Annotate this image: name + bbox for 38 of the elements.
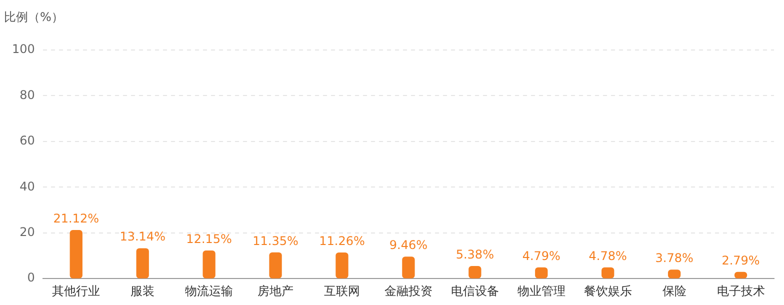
x-tick-label: 物业管理	[517, 284, 566, 298]
y-tick-label: 0	[27, 270, 35, 285]
y-axis-title: 比例（%）	[4, 10, 64, 24]
data-label: 2.79%	[722, 253, 760, 268]
y-tick-label: 40	[20, 179, 35, 194]
bar	[202, 250, 216, 278]
x-tick-label: 餐饮娱乐	[584, 284, 632, 298]
x-tick-label: 其他行业	[52, 284, 100, 298]
x-tick-label: 电信设备	[450, 284, 499, 298]
data-label: 11.35%	[252, 234, 298, 248]
data-label: 13.14%	[120, 230, 166, 244]
x-tick-label: 保险	[662, 284, 686, 298]
bar	[136, 248, 149, 278]
data-label: 5.38%	[456, 247, 494, 262]
x-tick-label: 电子技术	[716, 284, 765, 298]
data-label: 12.15%	[186, 232, 232, 246]
y-tick-label: 60	[20, 134, 35, 148]
data-label: 21.12%	[53, 211, 100, 226]
x-tick-label: 互联网	[324, 284, 360, 298]
x-tick-label: 服装	[130, 284, 155, 298]
data-label: 4.78%	[588, 248, 627, 263]
y-tick-label: 80	[20, 88, 35, 102]
x-tick-label: 金融投资	[384, 284, 432, 298]
bar	[269, 252, 282, 278]
x-tick-label: 物流运输	[185, 284, 234, 298]
bar	[468, 266, 482, 278]
data-label: 4.79%	[522, 248, 560, 263]
bar	[602, 267, 614, 278]
bar	[70, 230, 82, 278]
x-tick-label: 房地产	[258, 284, 294, 298]
y-tick-label: 20	[20, 225, 35, 240]
bar	[336, 252, 348, 278]
data-label: 11.26%	[319, 234, 365, 248]
bar	[402, 256, 415, 278]
bar	[535, 267, 548, 278]
y-tick-label: 100	[12, 42, 35, 56]
data-label: 3.78%	[655, 251, 694, 266]
data-label: 9.46%	[389, 238, 428, 252]
